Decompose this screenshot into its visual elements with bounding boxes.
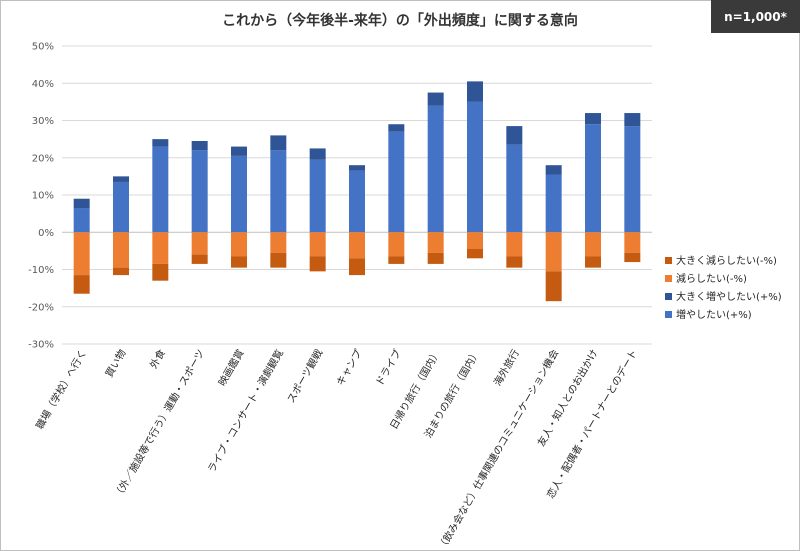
category-label: 職場（学校）へ行く [33, 347, 89, 431]
bar-segment [388, 131, 405, 233]
bar-segment [506, 256, 523, 268]
bar-segment [427, 252, 444, 264]
bar-segment [624, 252, 641, 263]
category-label: 映画鑑賞 [215, 347, 246, 388]
category-label: 海外旅行 [491, 347, 522, 388]
bar-segment [506, 232, 523, 257]
category-label: キャンプ [334, 348, 364, 388]
y-tick-label: 30% [32, 116, 54, 127]
bar-segment [585, 113, 601, 125]
bar-segment [545, 271, 562, 302]
legend-swatch [665, 293, 672, 300]
bar-segment [545, 174, 562, 233]
bar-segment [388, 124, 405, 132]
bar-segment [309, 256, 326, 272]
bar-segment [113, 176, 129, 182]
bar-segment [624, 232, 641, 253]
bar-segment [231, 146, 247, 156]
bar-segment [231, 256, 247, 268]
bar-segment [191, 254, 208, 264]
bar-segment [152, 146, 169, 233]
bar-segment [73, 198, 90, 209]
y-tick-label: 50% [32, 42, 54, 53]
legend-label: 減らしたい(-%) [676, 272, 747, 285]
y-tick-label: 0% [38, 228, 54, 239]
bar-segment [152, 263, 169, 281]
bar-segment [309, 232, 326, 257]
category-label: スポーツ観戦 [284, 347, 325, 405]
y-tick-label: -20% [28, 302, 54, 313]
bar-segment [585, 124, 601, 233]
chart-title: これから（今年後半-来年）の「外出頻度」に関する意向 [222, 13, 578, 29]
legend-swatch [665, 275, 672, 282]
bar-segment [113, 267, 129, 276]
bar-segment [624, 126, 641, 233]
bar-segment [152, 232, 169, 264]
bar-segment [467, 101, 483, 233]
bar-segment [506, 126, 523, 145]
category-label: 外食 [147, 347, 168, 371]
bar-segment [427, 92, 444, 106]
bar-segment [231, 155, 247, 233]
legend-label: 増やしたい(+%) [676, 308, 752, 321]
bar-segment [585, 256, 601, 268]
legend-label: 大きく減らしたい(-%) [676, 254, 777, 267]
bar-segment [388, 256, 405, 264]
category-label: ドライブ [373, 347, 404, 388]
bar-segment [270, 232, 287, 253]
category-label: （外／施設等で行う）運動・スポーツ [111, 347, 207, 501]
bar-segment [309, 148, 326, 160]
bar-segment [467, 232, 483, 250]
legend-label: 大きく増やしたい(+%) [676, 290, 782, 303]
bar-segment [388, 232, 405, 257]
legend-swatch [665, 311, 672, 318]
bar-segment [73, 208, 90, 233]
bar-segment [73, 275, 90, 294]
bar-segment [191, 140, 208, 151]
bar-segment [191, 232, 208, 255]
bar-segment [506, 144, 523, 233]
y-tick-label: 40% [32, 79, 54, 90]
bar-segment [113, 232, 129, 268]
bar-segment [427, 232, 444, 253]
bar-segment [231, 232, 247, 257]
y-tick-label: 20% [32, 153, 54, 164]
bar-segment [191, 150, 208, 233]
bar-segment [270, 150, 287, 233]
bar-segment [349, 258, 365, 276]
bar-segment [349, 165, 365, 171]
sample-size-badge: n=1,000* [711, 0, 800, 33]
y-tick-label: -10% [28, 265, 54, 276]
bar-segment [427, 105, 444, 233]
bar-segment [349, 232, 365, 259]
bar-segment [349, 170, 365, 233]
category-label: 買い物 [102, 347, 128, 379]
bar-segment [270, 252, 287, 268]
category-label: ライブ・コンサート・演劇観覧 [205, 347, 286, 475]
y-tick-label: -30% [28, 340, 54, 351]
bar-segment [585, 232, 601, 257]
bar-segment [270, 135, 287, 151]
bar-segment [152, 139, 169, 147]
bar-segment [545, 165, 562, 175]
bar-segment [545, 232, 562, 272]
bar-segment [73, 232, 90, 276]
bar-segment [467, 249, 483, 259]
bar-segment [624, 113, 641, 127]
bar-segment [113, 181, 129, 233]
legend-swatch [665, 257, 672, 264]
bar-segment [467, 81, 483, 102]
bar-segment [309, 159, 326, 233]
y-tick-label: 10% [32, 191, 54, 202]
